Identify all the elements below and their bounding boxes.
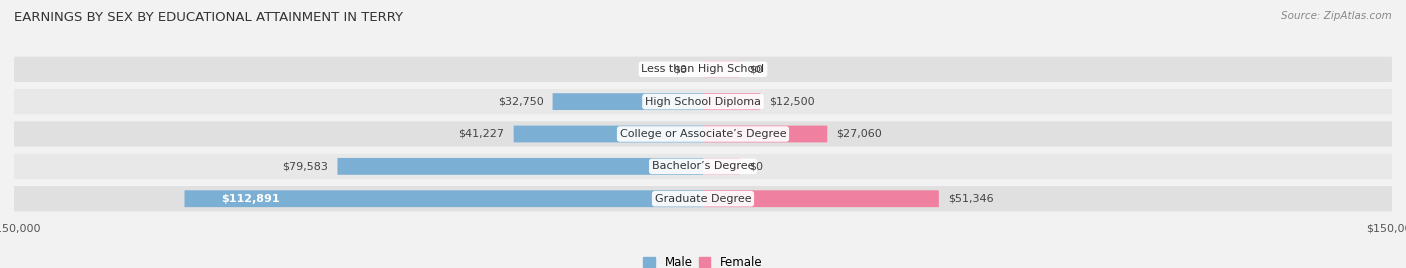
Text: $27,060: $27,060 [837, 129, 882, 139]
FancyBboxPatch shape [14, 57, 1392, 82]
Text: $0: $0 [673, 64, 688, 74]
Text: Bachelor’s Degree: Bachelor’s Degree [652, 161, 754, 171]
FancyBboxPatch shape [703, 61, 740, 78]
FancyBboxPatch shape [553, 93, 703, 110]
Text: $51,346: $51,346 [948, 194, 994, 204]
FancyBboxPatch shape [184, 190, 703, 207]
FancyBboxPatch shape [703, 158, 740, 175]
Text: High School Diploma: High School Diploma [645, 97, 761, 107]
Text: $12,500: $12,500 [769, 97, 815, 107]
FancyBboxPatch shape [513, 126, 703, 142]
Text: College or Associate’s Degree: College or Associate’s Degree [620, 129, 786, 139]
FancyBboxPatch shape [14, 186, 1392, 211]
Text: $41,227: $41,227 [458, 129, 505, 139]
Text: Less than High School: Less than High School [641, 64, 765, 74]
FancyBboxPatch shape [14, 89, 1392, 114]
Text: Graduate Degree: Graduate Degree [655, 194, 751, 204]
Text: Source: ZipAtlas.com: Source: ZipAtlas.com [1281, 11, 1392, 21]
Text: $32,750: $32,750 [498, 97, 543, 107]
Text: $79,583: $79,583 [283, 161, 328, 171]
Text: $112,891: $112,891 [221, 194, 280, 204]
FancyBboxPatch shape [703, 190, 939, 207]
FancyBboxPatch shape [703, 126, 827, 142]
FancyBboxPatch shape [337, 158, 703, 175]
FancyBboxPatch shape [14, 154, 1392, 179]
FancyBboxPatch shape [14, 121, 1392, 147]
FancyBboxPatch shape [703, 93, 761, 110]
Legend: Male, Female: Male, Female [644, 256, 762, 268]
Text: EARNINGS BY SEX BY EDUCATIONAL ATTAINMENT IN TERRY: EARNINGS BY SEX BY EDUCATIONAL ATTAINMEN… [14, 11, 404, 24]
Text: $0: $0 [749, 161, 763, 171]
Text: $0: $0 [749, 64, 763, 74]
